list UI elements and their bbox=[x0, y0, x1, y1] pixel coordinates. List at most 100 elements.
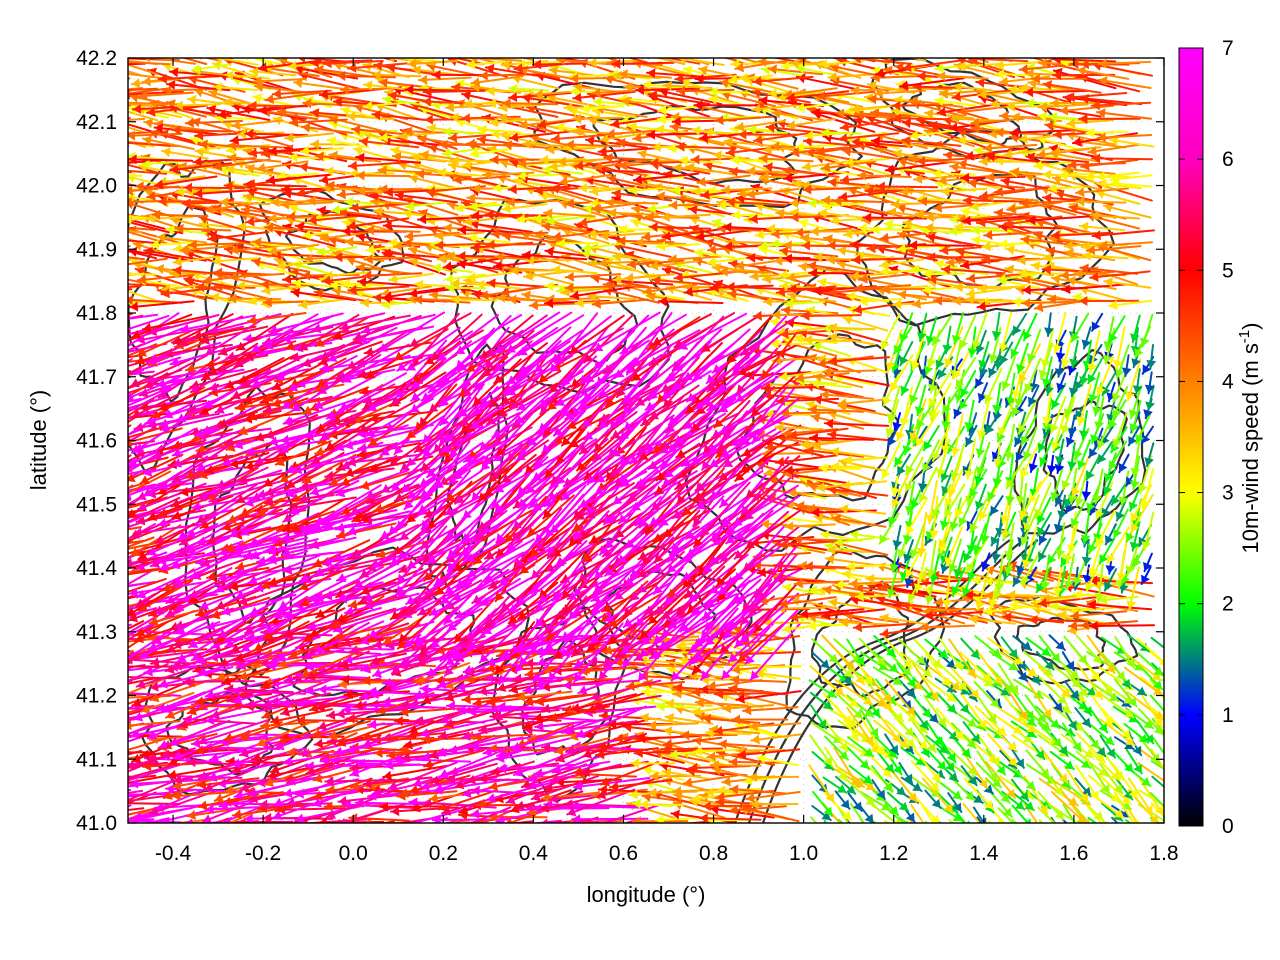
wind-vector bbox=[596, 775, 663, 800]
colorbar-tick-label: 7 bbox=[1222, 37, 1234, 60]
wind-vector bbox=[1073, 805, 1091, 823]
wind-vector bbox=[128, 722, 156, 736]
wind-vector bbox=[1080, 158, 1139, 171]
colorbar-tick-label: 2 bbox=[1222, 593, 1234, 616]
wind-vector bbox=[926, 540, 937, 579]
wind-vector bbox=[900, 776, 923, 792]
wind-vector bbox=[496, 701, 575, 712]
wind-vector bbox=[742, 705, 799, 716]
wind-vector bbox=[701, 801, 763, 812]
wind-vector bbox=[209, 693, 281, 720]
wind-vector bbox=[824, 746, 848, 782]
wind-vector bbox=[835, 775, 857, 795]
wind-vector bbox=[534, 693, 597, 707]
wind-vector bbox=[728, 683, 788, 696]
wind-vector bbox=[925, 734, 949, 755]
wind-vector bbox=[1138, 690, 1164, 729]
wind-vector bbox=[951, 722, 977, 750]
x-axis-title: longitude (°) bbox=[587, 882, 706, 907]
wind-vector bbox=[847, 736, 875, 758]
wind-vector bbox=[128, 414, 131, 417]
wind-vector bbox=[808, 679, 837, 699]
wind-vector bbox=[640, 686, 685, 697]
wind-vector bbox=[128, 273, 158, 276]
wind-vector bbox=[128, 288, 133, 291]
wind-vector bbox=[691, 793, 737, 804]
wind-vector bbox=[960, 765, 978, 787]
wind-vector bbox=[438, 746, 511, 779]
wind-vector bbox=[924, 747, 948, 771]
wind-vector bbox=[336, 722, 397, 747]
wind-vector bbox=[859, 708, 879, 739]
wind-vector bbox=[1011, 791, 1035, 812]
wind-vector bbox=[950, 691, 970, 714]
wind-vector bbox=[1011, 804, 1032, 823]
wind-vector bbox=[551, 747, 625, 775]
wind-vector bbox=[259, 720, 320, 731]
wind-vector bbox=[437, 789, 498, 812]
wind-vector bbox=[168, 721, 244, 747]
wind-vector bbox=[1063, 665, 1089, 698]
wind-vector bbox=[382, 764, 448, 781]
wind-vector bbox=[736, 748, 801, 760]
wind-vector bbox=[439, 694, 511, 724]
wind-vector bbox=[748, 721, 802, 732]
wind-vector bbox=[949, 775, 976, 802]
wind-vector bbox=[128, 202, 131, 205]
wind-vector bbox=[1038, 676, 1068, 705]
wind-vector bbox=[128, 665, 181, 668]
wind-vector bbox=[467, 821, 484, 823]
wind-vector bbox=[280, 695, 359, 708]
wind-vector bbox=[861, 693, 881, 719]
wind-vector bbox=[705, 815, 749, 823]
wind-vector bbox=[717, 739, 775, 750]
wind-vector bbox=[534, 718, 611, 732]
wind-vector bbox=[811, 638, 839, 664]
wind-vector bbox=[1010, 746, 1025, 769]
wind-vector bbox=[1024, 694, 1047, 724]
wind-vector bbox=[821, 789, 853, 821]
wind-vector bbox=[809, 691, 834, 711]
wind-vector bbox=[871, 803, 901, 823]
wind-vector bbox=[822, 692, 854, 726]
wind-vector bbox=[1010, 764, 1036, 791]
wind-vector bbox=[128, 650, 132, 653]
wind-vector bbox=[128, 775, 142, 778]
wind-vector bbox=[1088, 707, 1109, 734]
wind-vector bbox=[128, 298, 133, 302]
wind-vector bbox=[128, 819, 182, 823]
wind-vector bbox=[1125, 748, 1143, 775]
wind-vector bbox=[1075, 765, 1100, 801]
wind-vector bbox=[128, 170, 133, 174]
wind-vector bbox=[694, 697, 749, 708]
wind-vector bbox=[965, 287, 1013, 299]
wind-vector bbox=[1096, 108, 1152, 120]
colorbar bbox=[1178, 47, 1204, 827]
wind-vector bbox=[1001, 790, 1026, 811]
wind-vector bbox=[1076, 663, 1104, 701]
wind-vector bbox=[128, 512, 131, 515]
wind-vector bbox=[748, 772, 800, 782]
terrain-contour bbox=[491, 606, 629, 803]
wind-vector bbox=[960, 693, 988, 730]
wind-vector bbox=[128, 693, 145, 697]
wind-vector bbox=[128, 776, 130, 779]
wind-vector bbox=[1037, 722, 1063, 748]
wind-vector bbox=[300, 652, 357, 678]
x-tick-label: 0.6 bbox=[609, 842, 638, 865]
wind-vector bbox=[664, 698, 713, 709]
wind-vector bbox=[898, 762, 914, 784]
wind-vector bbox=[925, 820, 929, 823]
wind-vector bbox=[561, 708, 636, 736]
wind-vector bbox=[896, 662, 917, 689]
wind-vector bbox=[236, 221, 285, 232]
wind-vector bbox=[1022, 426, 1038, 461]
colorbar-tick-label: 1 bbox=[1222, 704, 1234, 727]
wind-vector bbox=[809, 665, 845, 697]
wind-vector bbox=[976, 816, 983, 823]
y-tick-label: 41.1 bbox=[76, 748, 117, 771]
wind-vector bbox=[810, 721, 843, 745]
wind-vector bbox=[935, 692, 957, 714]
colorbar-tick-label: 3 bbox=[1222, 482, 1234, 505]
wind-vector bbox=[947, 792, 963, 813]
